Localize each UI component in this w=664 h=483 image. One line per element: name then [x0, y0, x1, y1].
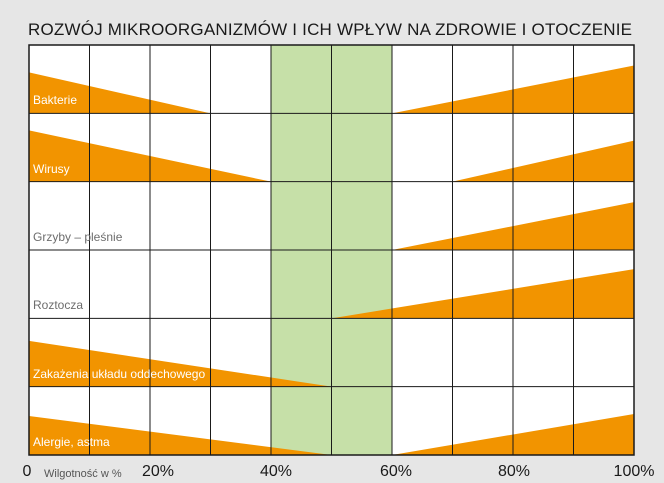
x-tick-label: 60% — [379, 463, 413, 480]
impact-wedge — [29, 416, 332, 455]
x-tick-label: 80% — [497, 463, 531, 480]
row-label: Alergie, astma — [33, 435, 110, 449]
row-label: Bakterie — [33, 93, 78, 108]
row-label: Zakażenia układu oddechowego — [33, 366, 206, 381]
row-label: Grzyby – pleśnie — [33, 230, 123, 244]
row-label: Wirusy — [33, 161, 70, 176]
x-tick-label: 0 — [22, 463, 32, 480]
impact-wedge — [452, 140, 634, 182]
x-tick-label: 100% — [613, 463, 655, 480]
impact-wedge — [331, 269, 634, 319]
x-tick-label: 40% — [259, 463, 293, 480]
x-axis-label: Wilgotność w % — [44, 468, 122, 480]
impact-wedge — [29, 72, 211, 114]
x-tick-label: 20% — [141, 463, 175, 480]
row-label: Roztocza — [33, 298, 84, 313]
chart-title: ROZWÓJ MIKROORGANIZMÓW I ICH WPŁYW NA ZD… — [28, 20, 633, 39]
impact-wedge — [29, 340, 332, 387]
plot-border — [28, 44, 635, 456]
